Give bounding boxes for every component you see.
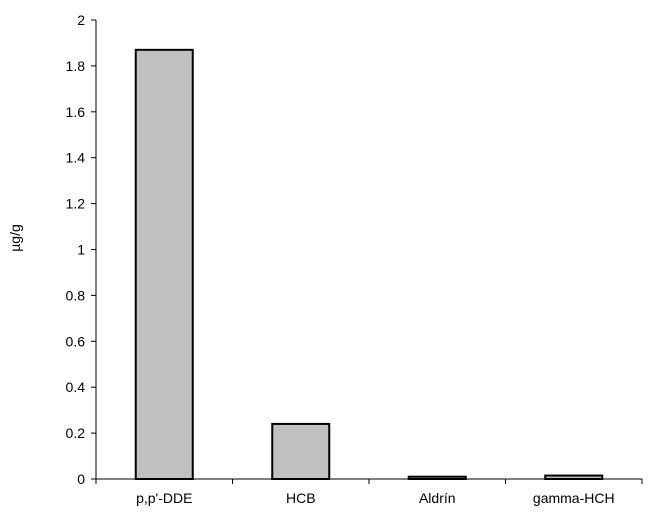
y-tick-label: 2 (77, 12, 85, 28)
x-tick-label: HCB (286, 490, 316, 506)
y-tick-label: 1.6 (66, 104, 86, 120)
y-tick-label: 0 (77, 471, 85, 487)
x-ticks-group: p,p'-DDE HCB Aldrín gamma-HCH (95, 479, 643, 506)
y-tick-label: 1.2 (66, 196, 86, 212)
y-tick-label: 0.2 (66, 425, 86, 441)
y-tick-label: 0.4 (66, 379, 86, 395)
y-axis-title: µg/g (7, 224, 23, 252)
y-tick-label: 1 (77, 242, 85, 258)
x-tick-label: gamma-HCH (533, 490, 615, 506)
x-tick-label: p,p'-DDE (136, 490, 192, 506)
bars-group (134, 48, 604, 481)
y-tick-label: 1.8 (66, 58, 86, 74)
y-tick-label: 0.8 (66, 287, 86, 303)
y-ticks-group: 0 0.2 0.4 0.6 0.8 1 1.2 1.4 1.6 1.8 2 (66, 12, 96, 487)
y-tick-label: 0.6 (66, 333, 86, 349)
bar (271, 422, 331, 481)
bar (544, 474, 604, 480)
bar (134, 48, 194, 481)
y-tick-label: 1.4 (66, 150, 86, 166)
x-tick-label: Aldrín (419, 490, 456, 506)
